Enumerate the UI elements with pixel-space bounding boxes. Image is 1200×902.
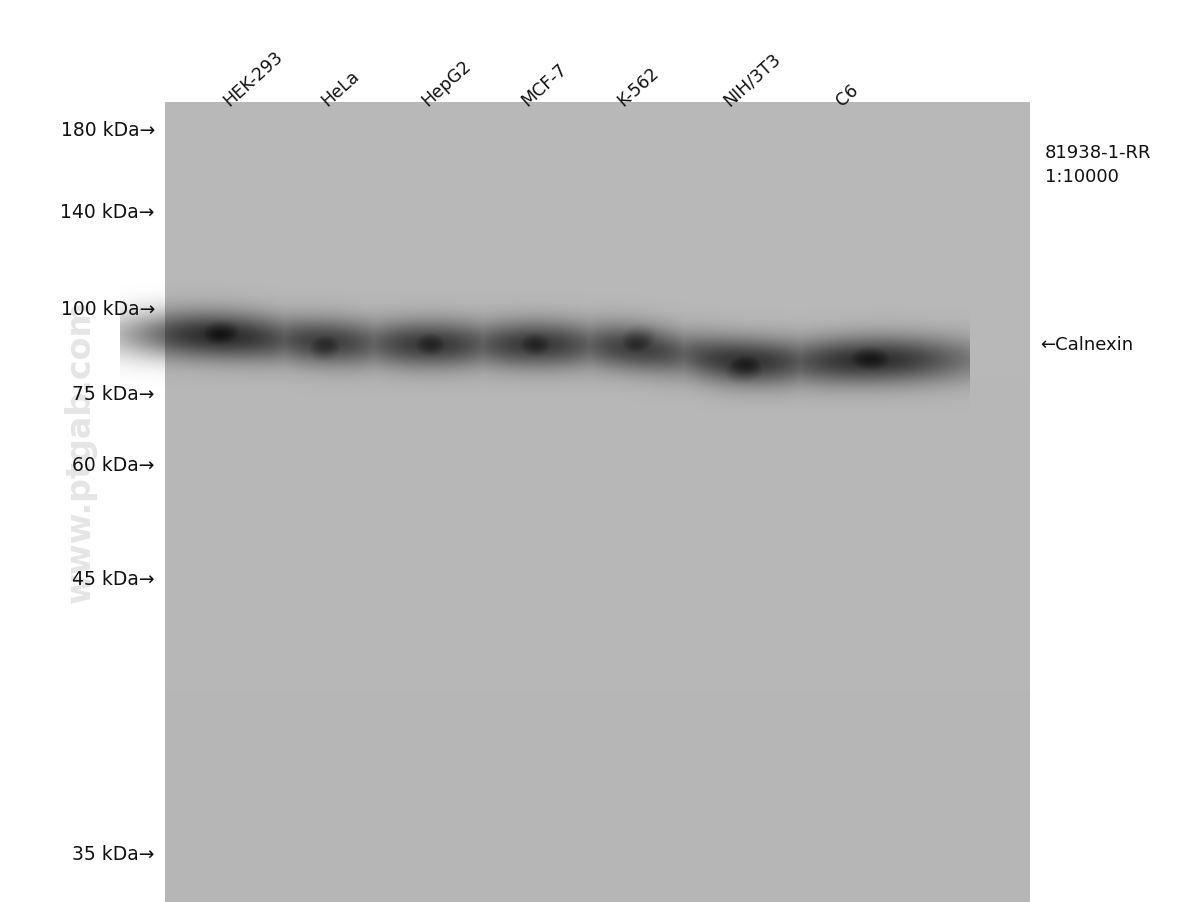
Text: C6: C6 bbox=[833, 81, 863, 110]
Text: ←Calnexin: ←Calnexin bbox=[1040, 336, 1133, 354]
Text: MCF-7: MCF-7 bbox=[518, 60, 570, 110]
Text: NIH/3T3: NIH/3T3 bbox=[720, 50, 784, 110]
Text: www.ptgab.com: www.ptgab.com bbox=[64, 299, 96, 603]
Text: 180 kDa→: 180 kDa→ bbox=[61, 120, 155, 139]
Text: 45 kDa→: 45 kDa→ bbox=[72, 570, 155, 589]
Text: 81938-1-RR
1:10000: 81938-1-RR 1:10000 bbox=[1045, 143, 1152, 187]
Text: K-562: K-562 bbox=[614, 64, 662, 110]
Text: HEK-293: HEK-293 bbox=[220, 48, 287, 110]
Text: HeLa: HeLa bbox=[318, 67, 362, 110]
Text: 100 kDa→: 100 kDa→ bbox=[61, 300, 155, 319]
Text: 140 kDa→: 140 kDa→ bbox=[60, 203, 155, 222]
Text: 75 kDa→: 75 kDa→ bbox=[72, 385, 155, 404]
Text: 60 kDa→: 60 kDa→ bbox=[72, 456, 155, 475]
Text: 35 kDa→: 35 kDa→ bbox=[72, 844, 155, 863]
Text: HepG2: HepG2 bbox=[418, 57, 474, 110]
